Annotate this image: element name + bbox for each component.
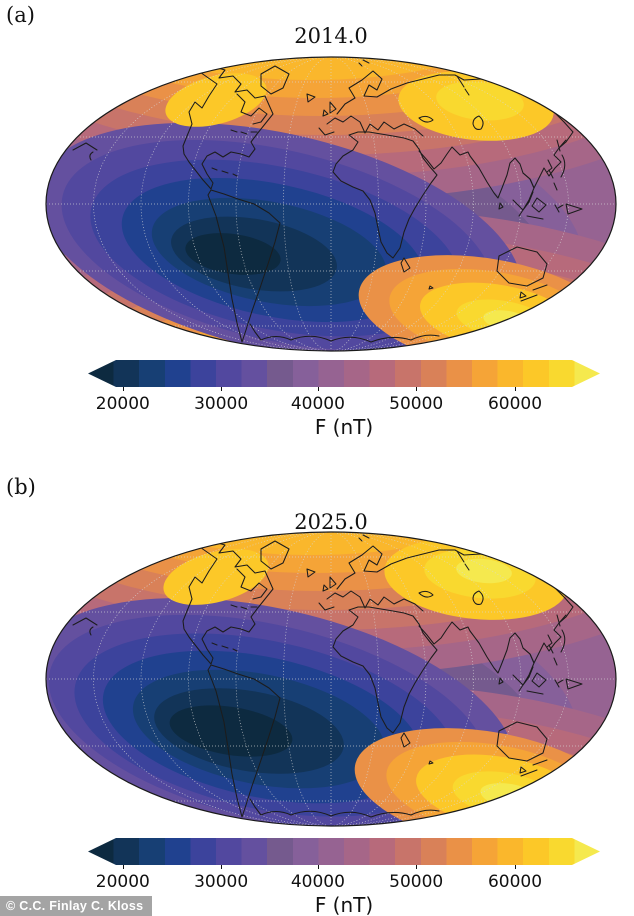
colorbar-b-labels: 20000 30000 40000 50000 60000 [88,872,600,892]
colorbar-tick-label: 30000 [194,394,249,414]
panel-b-title: 2025.0 [294,510,368,534]
colorbar-b-title: F (nT) [314,893,374,916]
colorbar-a-title: F (nT) [314,415,374,439]
colorbar-tick-label: 50000 [389,872,444,892]
colorbar-tick [317,865,319,869]
colorbar-a-labels: 20000 30000 40000 50000 60000 [88,394,600,414]
map-outline [45,56,617,352]
colorbar-tick [416,865,418,869]
colorbar-tick [515,865,516,869]
colorbar-tick-label: 50000 [389,394,444,414]
colorbar-b-bar [88,838,600,865]
map-2014 [45,56,617,352]
colorbar-tick [122,865,124,869]
colorbar-tick-label: 20000 [95,872,150,892]
map-2025 [45,531,617,827]
colorbar-tick [317,387,319,391]
colorbar-tick-label: 60000 [487,872,543,892]
panel-a-label: (a) [6,3,35,27]
credit-badge: © C.C. Finlay C. Kloss [0,896,153,916]
colorbar-tick-label: 30000 [194,872,249,892]
panel-a-title: 2014.0 [294,24,368,48]
colorbar-tick-label: 40000 [290,872,345,892]
colorbar-tick [416,387,418,391]
colorbar-tick-label: 40000 [290,394,345,414]
colorbar-tick [515,387,516,391]
colorbar-b: 20000 30000 40000 50000 60000 F (nT) [88,838,600,916]
colorbar-tick [122,387,124,391]
colorbar-tick [221,387,223,391]
colorbar-a: 20000 30000 40000 50000 60000 F (nT) [88,360,600,439]
colorbar-a-bar [88,360,600,387]
colorbar-tick [221,865,223,869]
panel-b-label: (b) [6,475,36,499]
map-outline [45,531,617,827]
colorbar-tick-label: 20000 [95,394,150,414]
colorbar-tick-label: 60000 [487,394,543,414]
